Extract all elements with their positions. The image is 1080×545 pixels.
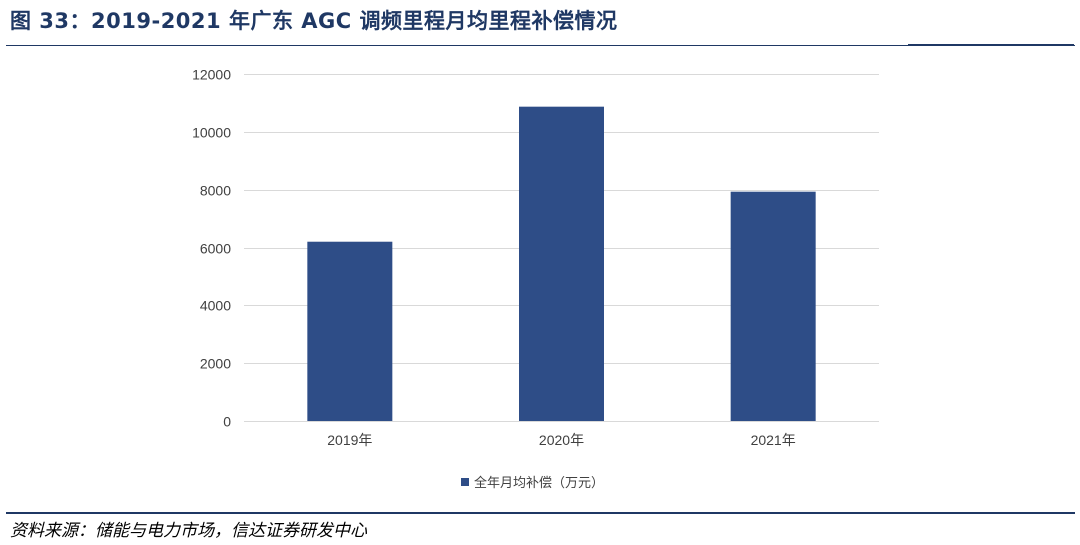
- y-tick-label: 2000: [200, 356, 231, 372]
- legend: 全年月均补偿（万元）: [461, 475, 604, 491]
- x-tick-label: 2020年: [539, 432, 584, 448]
- footer-divider: [6, 512, 1075, 514]
- source-note: 资料来源：储能与电力市场，信达证券研发中心: [10, 521, 367, 541]
- title-divider-accent: [908, 44, 1074, 46]
- x-tick-label: 2021年: [751, 432, 796, 448]
- y-axis-ticks: 0 2000 4000 6000 8000 10000 12000: [192, 67, 231, 430]
- bar: [519, 106, 604, 421]
- legend-label: 全年月均补偿（万元）: [474, 475, 604, 491]
- bars: [307, 106, 816, 421]
- x-tick-label: 2019年: [327, 432, 372, 448]
- legend-swatch: [461, 478, 469, 486]
- y-tick-label: 0: [223, 414, 231, 430]
- x-axis-ticks: 2019年 2020年 2021年: [327, 432, 795, 448]
- title-divider: [6, 45, 1075, 46]
- y-tick-label: 6000: [200, 241, 231, 257]
- bar: [730, 191, 816, 421]
- y-tick-label: 10000: [192, 125, 231, 141]
- y-tick-label: 8000: [200, 183, 231, 199]
- bar: [307, 241, 393, 421]
- y-tick-label: 12000: [192, 67, 231, 83]
- y-tick-label: 4000: [200, 298, 231, 314]
- figure-title: 图 33：2019-2021 年广东 AGC 调频里程月均里程补偿情况: [10, 9, 618, 33]
